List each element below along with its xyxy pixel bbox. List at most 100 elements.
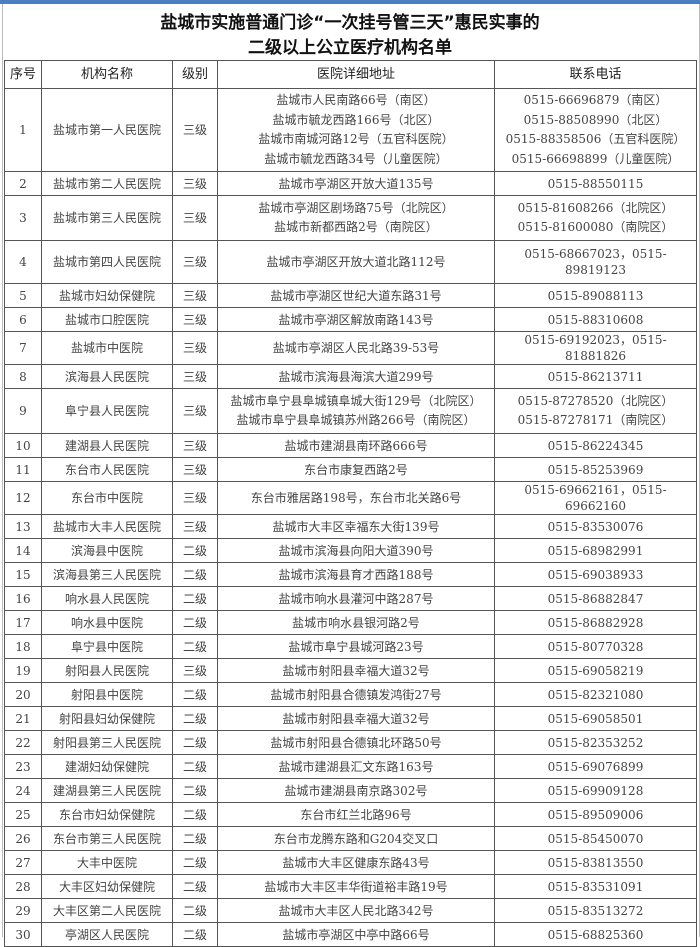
cell-phone: 0515-83531091 [494, 874, 697, 899]
cell-phone-line: 0515-68982991 [547, 543, 644, 558]
cell-level: 三级 [172, 240, 218, 284]
cell-level: 三级 [172, 283, 218, 308]
cell-phone-line: 0515-81608266（北院区） [517, 200, 674, 215]
cell-name: 响水县人民医院 [41, 586, 173, 611]
cell-phone-line: 0515-83513272 [547, 903, 644, 918]
cell-level: 二级 [172, 610, 218, 635]
cell-address: 盐城市大丰区幸福东大街139号 [217, 514, 495, 539]
cell-address: 盐城市亭湖区世纪大道东路31号 [217, 283, 495, 308]
cell-address-line: 盐城市建湖县汇文东路163号 [278, 759, 434, 774]
cell-level: 三级 [172, 457, 218, 482]
table-row: 27 大丰中医院 二级 盐城市大丰区健康东路43号 0515-83813550 [4, 850, 697, 875]
cell-level: 二级 [172, 754, 218, 779]
cell-address: 盐城市阜宁县城河路23号 [217, 634, 495, 659]
cell-phone: 0515-85450070 [494, 826, 697, 851]
cell-no: 22 [4, 730, 42, 755]
cell-phone: 0515-66696879（南区） 0515-88508990（北区） 0515-8… [494, 88, 697, 172]
cell-phone-line: 0515-69192023，0515-81881826 [524, 333, 667, 363]
cell-name: 盐城市中医院 [41, 331, 173, 365]
table-row: 5 盐城市妇幼保健院 三级 盐城市亭湖区世纪大道东路31号 0515-89088113 [4, 283, 697, 308]
cell-address-line: 盐城市滨海县育才西路188号 [278, 567, 434, 582]
cell-level: 二级 [172, 922, 218, 947]
cell-address: 盐城市建湖县汇文东路163号 [217, 754, 495, 779]
cell-address: 盐城市建湖县南京路302号 [217, 778, 495, 803]
cell-phone: 0515-89509006 [494, 802, 697, 827]
cell-address: 盐城市射阳县幸福大道32号 [217, 658, 495, 683]
cell-level: 二级 [172, 562, 218, 587]
table-row: 10 建湖县人民医院 三级 盐城市建湖县南环路666号 0515-86224345 [4, 433, 697, 458]
table-row: 21 射阳县妇幼保健院 二级 盐城市射阳县幸福大道32号 0515-69058501 [4, 706, 697, 731]
table-row: 25 东台市妇幼保健院 二级 东台市红兰北路96号 0515-89509006 [4, 802, 697, 827]
cell-address-line: 东台市康复西路2号 [304, 462, 408, 477]
cell-address-line: 盐城市滨海县海滨大道299号 [278, 369, 434, 384]
cell-level: 二级 [172, 802, 218, 827]
cell-name: 建湖妇幼保健院 [41, 754, 173, 779]
cell-phone: 0515-68982991 [494, 538, 697, 563]
cell-name: 盐城市第一人民医院 [41, 88, 173, 172]
cell-address: 盐城市建湖县南环路666号 [217, 433, 495, 458]
cell-level: 二级 [172, 874, 218, 899]
cell-phone: 0515-69058501 [494, 706, 697, 731]
cell-phone-line: 0515-66696879（南区） [523, 93, 668, 107]
cell-address-line: 盐城市亭湖区世纪大道东路31号 [270, 288, 442, 303]
cell-address-line: 盐城市阜宁县阜城镇阜城大街129号（北院区） [230, 393, 482, 408]
cell-phone-line: 0515-69038933 [547, 567, 644, 582]
cell-name: 盐城市口腔医院 [41, 307, 173, 332]
cell-name: 盐城市大丰人民医院 [41, 514, 173, 539]
cell-address: 盐城市滨海县育才西路188号 [217, 562, 495, 587]
cell-no: 5 [4, 283, 42, 308]
cell-name: 滨海县第三人民医院 [41, 562, 173, 587]
cell-no: 13 [4, 514, 42, 539]
cell-address-line: 盐城市亭湖区开放大道北路112号 [266, 255, 446, 269]
cell-address: 盐城市大丰区健康东路43号 [217, 850, 495, 875]
cell-level: 二级 [172, 850, 218, 875]
cell-address: 东台市雅居路198号，东台市北关路6号 [217, 481, 495, 515]
cell-name: 建湖县第三人民医院 [41, 778, 173, 803]
cell-address-line: 盐城市亭湖区开放大道135号 [278, 176, 434, 191]
cell-phone: 0515-86224345 [494, 433, 697, 458]
cell-phone-line: 0515-68825360 [547, 927, 644, 942]
cell-phone-line: 0515-80770328 [547, 639, 644, 654]
cell-address: 盐城市射阳县幸福大道32号 [217, 706, 495, 731]
cell-phone-line: 0515-82353252 [547, 735, 644, 750]
cell-phone-line: 0515-83531091 [547, 879, 644, 894]
cell-no: 24 [4, 778, 42, 803]
cell-address-line: 盐城市射阳县幸福大道32号 [282, 711, 430, 726]
cell-name: 盐城市第二人民医院 [41, 171, 173, 196]
cell-address: 盐城市人民南路66号（南区） 盐城市毓龙西路166号（北区） 盐城市南城河路12号（… [217, 88, 495, 172]
table-row: 12 东台市中医院 三级 东台市雅居路198号，东台市北关路6号 0515-696621… [4, 481, 697, 515]
cell-address: 东台市康复西路2号 [217, 457, 495, 482]
cell-phone-line: 0515-69909128 [547, 783, 644, 798]
cell-address: 盐城市响水县银河路2号 [217, 610, 495, 635]
table-row: 4 盐城市第四人民医院 三级 盐城市亭湖区开放大道北路112号 0515-6866702… [4, 240, 697, 284]
cell-no: 23 [4, 754, 42, 779]
table-row: 7 盐城市中医院 三级 盐城市亭湖区人民北路39-53号 0515-69192023，0… [4, 331, 697, 365]
cell-level: 二级 [172, 634, 218, 659]
document-title-line-1: 盐城市实施普通门诊“一次挂号管三天”惠民实事的 [160, 13, 540, 33]
table-row: 3 盐城市第三人民医院 三级 盐城市亭湖区剧场路75号（北院区） 盐城市新都西路2号（南… [4, 195, 697, 241]
cell-no: 16 [4, 586, 42, 611]
cell-phone: 0515-82353252 [494, 730, 697, 755]
cell-name: 大丰区妇幼保健院 [41, 874, 173, 899]
cell-level: 三级 [172, 658, 218, 683]
cell-phone-line: 0515-81600080（南院区） [517, 220, 674, 234]
cell-name: 大丰中医院 [41, 850, 173, 875]
cell-phone-line: 0515-69662161，0515-69662160 [524, 483, 667, 513]
table-row: 22 射阳县第三人民医院 二级 盐城市射阳县合德镇北环路50号 0515-8235325… [4, 730, 697, 755]
cell-address-line: 盐城市南城河路12号（五官科医院） [258, 132, 454, 146]
cell-level: 二级 [172, 538, 218, 563]
cell-name: 射阳县人民医院 [41, 658, 173, 683]
table-row: 17 响水县中医院 二级 盐城市响水县银河路2号 0515-86882928 [4, 610, 697, 635]
cell-phone-line: 0515-88550115 [547, 176, 644, 191]
cell-level: 三级 [172, 481, 218, 515]
top-accent-bar [0, 0, 700, 4]
cell-no: 25 [4, 802, 42, 827]
cell-level: 三级 [172, 364, 218, 389]
cell-level: 二级 [172, 682, 218, 707]
cell-phone: 0515-68825360 [494, 922, 697, 947]
cell-no: 28 [4, 874, 42, 899]
cell-name: 盐城市妇幼保健院 [41, 283, 173, 308]
cell-address: 盐城市亭湖区剧场路75号（北院区） 盐城市新都西路2号（南院区） [217, 195, 495, 241]
cell-address-line: 盐城市响水县灌河中路287号 [278, 591, 434, 606]
cell-level: 二级 [172, 706, 218, 731]
